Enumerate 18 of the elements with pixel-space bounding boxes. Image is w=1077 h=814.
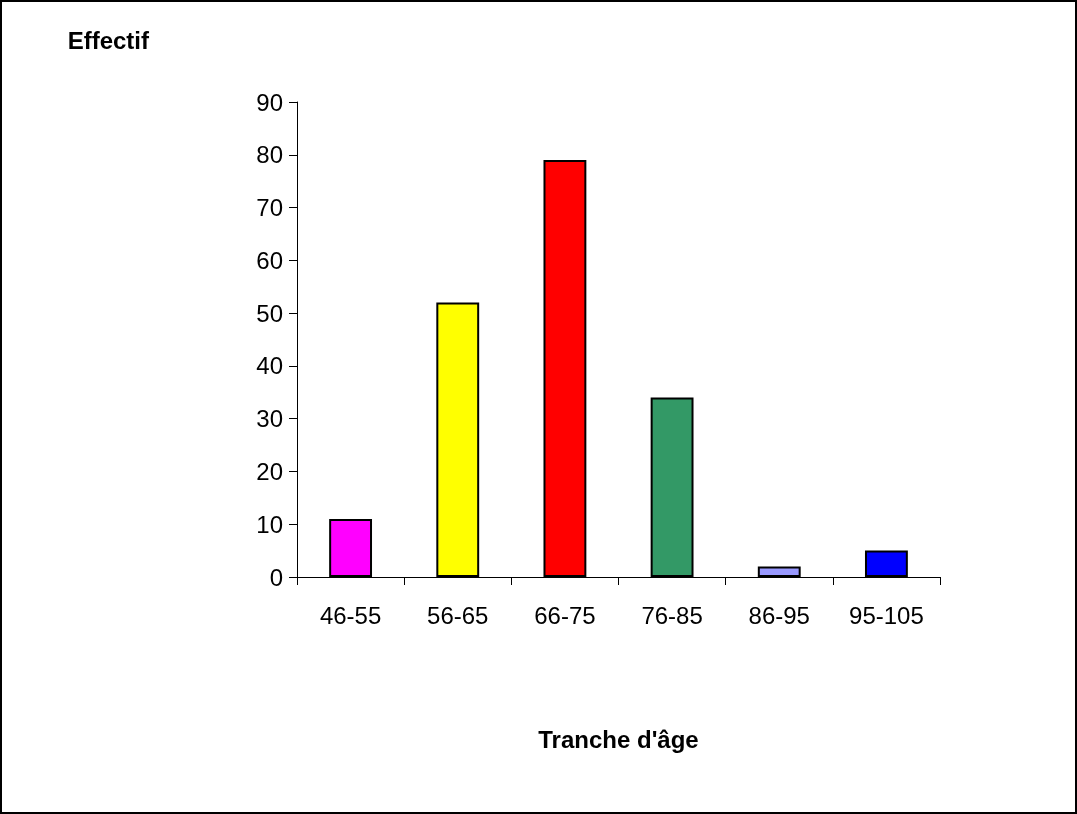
y-tick-label: 20 [256, 457, 283, 485]
x-tick-label: 86-95 [748, 601, 810, 629]
y-tick-label: 80 [256, 141, 283, 169]
x-tick-label: 76-85 [641, 601, 703, 629]
x-tick-label: 56-65 [427, 601, 489, 629]
y-tick-label: 60 [256, 246, 283, 274]
y-tick-label: 10 [256, 510, 283, 538]
y-tick-label: 40 [256, 352, 283, 380]
x-tick-label: 46-55 [319, 601, 382, 629]
x-axis-title: Tranche d'âge [538, 725, 699, 753]
y-tick-label: 70 [256, 194, 283, 222]
y-tick-label: 30 [256, 405, 283, 433]
x-tick-label: 95-105 [849, 601, 924, 629]
y-tick-label: 90 [256, 88, 283, 116]
y-tick-label: 0 [269, 563, 283, 591]
y-tick-label: 50 [256, 299, 283, 327]
x-tick-label: 66-75 [534, 601, 596, 629]
y-axis-title: Effectif [67, 26, 150, 54]
